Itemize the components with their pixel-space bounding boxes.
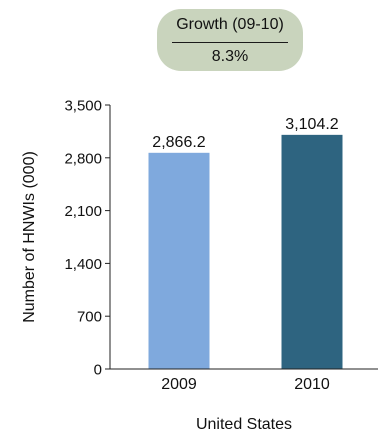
value-labels: 2,866.2 3,104.2 (152, 116, 338, 151)
y-axis-ticks: 0 700 1,400 2,100 2,800 3,500 (64, 98, 110, 379)
growth-value: 8.3% (211, 48, 249, 65)
y-tick-label: 1,400 (64, 256, 102, 273)
value-label-2010: 3,104.2 (285, 116, 338, 133)
bar-2010 (281, 134, 343, 369)
bars (148, 134, 343, 369)
bar-2009 (148, 152, 210, 369)
growth-label: Growth (09-10) (176, 16, 284, 33)
y-tick-label: 2,800 (64, 150, 102, 167)
y-tick-label: 3,500 (64, 98, 102, 115)
y-tick-label: 0 (94, 362, 102, 379)
x-tick-label-2010: 2010 (294, 376, 330, 393)
x-tick-label-2009: 2009 (161, 376, 197, 393)
y-tick-label: 700 (77, 309, 102, 326)
growth-divider (172, 42, 288, 43)
x-axis-ticks: 2009 2010 (161, 376, 330, 393)
y-tick-label: 2,100 (64, 203, 102, 220)
growth-callout: Growth (09-10) 8.3% (157, 9, 303, 71)
value-label-2009: 2,866.2 (152, 134, 205, 151)
x-axis-label: United States (196, 416, 292, 433)
y-axis-label: Number of HNWIs (000) (21, 151, 38, 323)
